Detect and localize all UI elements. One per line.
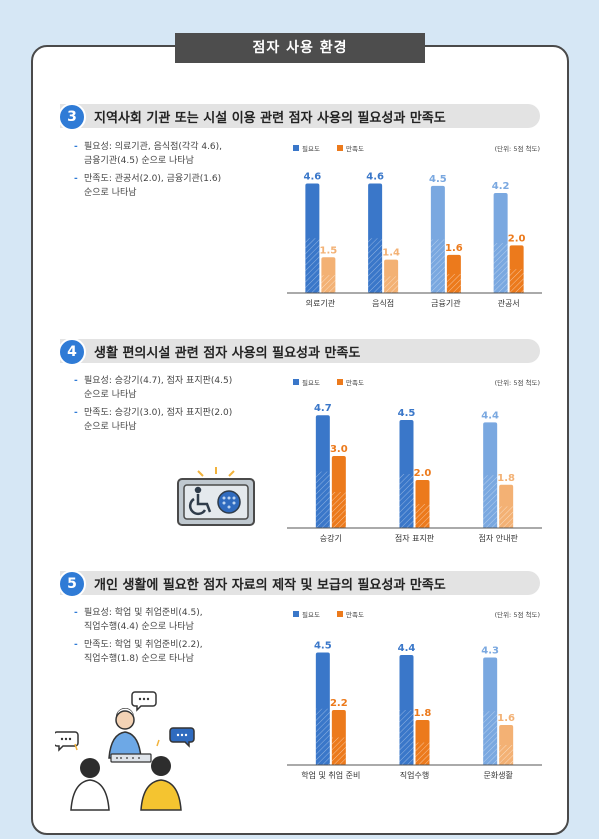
section-number-badge: 3 — [58, 103, 86, 131]
section-5-description: - 필요성: 학업 및 취업준비(4.5), 직업수행(4.4) 순으로 나타남 … — [74, 606, 203, 666]
page-title: 점자 사용 환경 — [175, 33, 425, 63]
legend-swatch-need — [293, 145, 299, 151]
bar-need-hatch — [399, 710, 414, 765]
data-label-satisfaction: 1.4 — [382, 248, 400, 259]
unit-note: (단위: 5점 척도) — [495, 610, 540, 619]
legend-swatch-need — [293, 611, 299, 617]
wheelchair-icon — [188, 486, 212, 516]
data-label-satisfaction: 2.0 — [414, 468, 432, 479]
bar-satisfaction-hatch — [446, 273, 461, 293]
data-label-satisfaction: 1.8 — [497, 473, 515, 484]
people-illustration — [55, 691, 195, 811]
unit-note: (단위: 5점 척도) — [495, 378, 540, 387]
category-label: 직업수행 — [400, 770, 429, 780]
bar-satisfaction-hatch — [415, 504, 430, 528]
bar-need-hatch — [305, 238, 320, 293]
legend-swatch-satisfaction — [337, 611, 343, 617]
bar-need-hatch — [493, 243, 508, 293]
bar-satisfaction-hatch — [415, 742, 430, 765]
legend-label-satisfaction: 만족도 — [346, 610, 364, 619]
teacher-figure — [108, 707, 152, 763]
bar-satisfaction-hatch — [331, 737, 346, 765]
braille-disc-icon — [217, 490, 241, 514]
unit-note: (단위: 5점 척도) — [495, 144, 540, 153]
section-number-badge: 4 — [58, 338, 86, 366]
speech-bubble-icon — [55, 731, 79, 752]
chart-institutions: 필요도 만족도 (단위: 5점 척도) 4.6 1.5 의료기관 4.6 1.4 음식점 4.5 1… — [287, 144, 542, 308]
braille-sign-illustration — [177, 467, 255, 526]
category-label: 금융기관 — [431, 298, 461, 308]
bar-need-hatch — [430, 239, 445, 293]
category-label: 학업 및 취업 준비 — [301, 770, 360, 780]
bar-satisfaction-hatch — [499, 506, 514, 528]
chart-personal-materials: 필요도 만족도 (단위: 5점 척도) 4.5 2.2 학업 및 취업 준비 4.4 1.8 직… — [287, 610, 542, 780]
data-label-satisfaction: 1.6 — [497, 713, 515, 724]
section-3-description: - 필요성: 의료기관, 음식점(각각 4.6), 금융기관(4.5) 순으로 나… — [74, 140, 222, 200]
legend-label-need: 필요도 — [302, 379, 320, 387]
legend-label-need: 필요도 — [302, 145, 320, 153]
data-label-need: 4.5 — [314, 641, 332, 652]
content-card — [31, 45, 569, 835]
section-title: 지역사회 기관 또는 시설 이용 관련 점자 사용의 필요성과 만족도 — [94, 111, 446, 126]
data-label-need: 4.6 — [304, 172, 322, 183]
category-label: 의료기관 — [306, 298, 336, 308]
category-label: 점자 안내판 — [478, 533, 518, 543]
bar-need-hatch — [483, 475, 498, 528]
data-label-need: 4.5 — [429, 174, 447, 185]
category-label: 점자 표지판 — [395, 533, 435, 543]
bar-satisfaction-hatch — [321, 275, 336, 293]
data-label-satisfaction: 2.0 — [508, 233, 526, 244]
legend-swatch-satisfaction — [337, 379, 343, 385]
data-label-satisfaction: 1.6 — [445, 243, 463, 254]
bar-satisfaction-hatch — [331, 492, 346, 528]
chart-facilities: 필요도 만족도 (단위: 5점 척도) 4.7 3.0 승강기 4.5 2.0 점자 표지판 4.… — [287, 378, 542, 543]
section-title: 생활 편의시설 관련 점자 사용의 필요성과 만족도 — [94, 346, 361, 361]
legend-label-satisfaction: 만족도 — [346, 378, 364, 387]
bar-need-hatch — [368, 238, 383, 293]
data-label-satisfaction: 1.5 — [320, 245, 338, 256]
section-title: 개인 생활에 필요한 점자 자료의 제작 및 보급의 필요성과 만족도 — [94, 578, 446, 593]
data-label-need: 4.4 — [398, 643, 416, 654]
data-label-need: 4.2 — [492, 181, 510, 192]
bar-need-hatch — [399, 474, 414, 528]
section-4-description: - 필요성: 승강기(4.7), 점자 표지판(4.5) 순으로 나타남 - 만족도… — [74, 374, 232, 434]
student-figure — [140, 756, 182, 811]
data-label-need: 4.5 — [398, 408, 416, 419]
bar-need-hatch — [315, 471, 330, 528]
category-label: 승강기 — [320, 533, 342, 543]
speech-bubble-icon — [131, 691, 157, 712]
legend-swatch-satisfaction — [337, 145, 343, 151]
desc-need: - 필요성: 의료기관, 음식점(각각 4.6), 금융기관(4.5) 순으로 나… — [74, 142, 223, 166]
desc-satisfaction: - 만족도: 학업 및 취업준비(2.2), 직업수행(1.8) 순으로 타나남 — [74, 640, 203, 664]
category-label: 문화생활 — [483, 770, 513, 780]
bar-need-hatch — [483, 711, 498, 765]
category-label: 관공서 — [498, 298, 520, 308]
bar-satisfaction-hatch — [499, 745, 514, 765]
bar-need-hatch — [315, 708, 330, 765]
bar-satisfaction-hatch — [509, 269, 524, 293]
desc-need: - 필요성: 학업 및 취업준비(4.5), 직업수행(4.4) 순으로 나타남 — [74, 608, 203, 632]
data-label-satisfaction: 3.0 — [330, 444, 348, 455]
bar-satisfaction-hatch — [384, 276, 399, 293]
desc-satisfaction: - 만족도: 관공서(2.0), 금융기관(1.6) 순으로 나타남 — [74, 174, 222, 198]
section-header-3: 3 지역사회 기관 또는 시설 이용 관련 점자 사용의 필요성과 만족도 — [58, 103, 540, 131]
legend-label-need: 필요도 — [302, 611, 320, 619]
legend-label-satisfaction: 만족도 — [346, 144, 364, 153]
data-label-satisfaction: 1.8 — [414, 708, 432, 719]
legend-swatch-need — [293, 379, 299, 385]
desc-need: - 필요성: 승강기(4.7), 점자 표지판(4.5) 순으로 나타남 — [74, 376, 233, 400]
section-number-badge: 5 — [58, 570, 86, 598]
section-header-5: 5 개인 생활에 필요한 점자 자료의 제작 및 보급의 필요성과 만족도 — [58, 570, 540, 598]
data-label-need: 4.3 — [481, 646, 499, 657]
student-figure — [70, 758, 110, 811]
data-label-satisfaction: 2.2 — [330, 698, 348, 709]
category-label: 음식점 — [372, 298, 394, 308]
data-label-need: 4.4 — [481, 410, 499, 421]
desc-satisfaction: - 만족도: 승강기(3.0), 점자 표지판(2.0) 순으로 나타남 — [74, 408, 233, 432]
speech-bubble-icon — [169, 727, 195, 748]
data-label-need: 4.7 — [314, 403, 332, 414]
section-header-4: 4 생활 편의시설 관련 점자 사용의 필요성과 만족도 — [58, 338, 540, 366]
data-label-need: 4.6 — [366, 172, 384, 183]
